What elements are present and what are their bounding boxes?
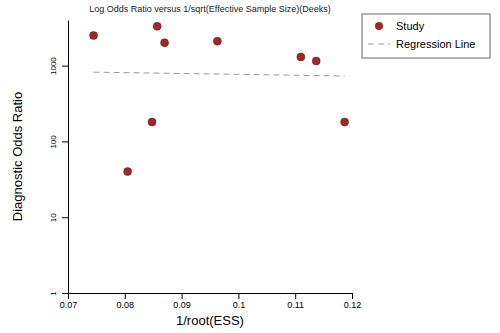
study-point <box>341 118 349 126</box>
study-point <box>213 37 221 45</box>
y-tick-mark <box>62 217 68 218</box>
y-axis-line <box>68 21 69 294</box>
x-axis: 0.07 0.08 0.09 0.1 0.11 0.12 <box>60 293 362 310</box>
legend: Study Regression Line <box>362 14 490 58</box>
x-tick-label: 0.08 <box>117 300 135 310</box>
y-tick-label: 10 <box>49 213 58 222</box>
x-tick-mark <box>68 293 69 299</box>
x-tick-mark <box>295 293 296 299</box>
x-tick-mark <box>352 293 353 299</box>
legend-label: Study <box>396 20 425 32</box>
x-tick-label: 0.11 <box>287 300 304 310</box>
background <box>0 0 500 333</box>
plot-area <box>90 22 349 175</box>
chart: 0.07 0.08 0.09 0.1 0.11 0.12 1 10 100 1000 Log Odd… <box>0 0 500 333</box>
x-tick-mark <box>238 293 239 299</box>
y-tick: 1 <box>49 291 68 296</box>
x-tick: 0.1 <box>233 293 246 310</box>
regression-line <box>94 72 345 76</box>
study-point <box>148 118 156 126</box>
study-point <box>161 39 169 47</box>
y-tick-label: 100 <box>49 135 58 149</box>
legend-label: Regression Line <box>396 38 476 50</box>
x-tick-mark <box>182 293 183 299</box>
x-axis-title: 1/root(ESS) <box>176 313 244 328</box>
y-tick: 100 <box>49 135 68 149</box>
legend-swatch <box>375 22 383 30</box>
x-tick: 0.08 <box>117 293 135 310</box>
study-point <box>153 22 161 30</box>
y-tick: 1000 <box>49 57 68 75</box>
title: Log Odds Ratio versus 1/sqrt(Effective S… <box>89 4 330 14</box>
y-tick-label: 1000 <box>49 57 58 75</box>
x-tick: 0.07 <box>60 293 78 310</box>
legend-swatch <box>368 44 390 45</box>
study-point <box>124 168 132 176</box>
y-tick-mark <box>62 66 68 67</box>
study-point <box>312 57 320 65</box>
y-tick-mark <box>62 141 68 142</box>
x-tick-label: 0.12 <box>344 300 362 310</box>
study-point <box>297 53 305 61</box>
legend-box <box>362 14 490 58</box>
x-tick: 0.09 <box>173 293 191 310</box>
y-axis-title: Diagnostic Odds Ratio <box>10 92 25 221</box>
study-point <box>90 31 98 39</box>
x-axis-line <box>69 293 353 294</box>
x-tick: 0.11 <box>287 293 304 310</box>
x-tick: 0.12 <box>344 293 362 310</box>
y-tick-mark <box>62 293 68 294</box>
y-tick: 10 <box>49 213 68 222</box>
y-axis: 1 10 100 1000 <box>49 21 69 296</box>
x-tick-label: 0.1 <box>233 300 246 310</box>
x-tick-label: 0.09 <box>173 300 191 310</box>
x-tick-label: 0.07 <box>60 300 78 310</box>
x-tick-mark <box>125 293 126 299</box>
y-tick-label: 1 <box>49 291 58 296</box>
